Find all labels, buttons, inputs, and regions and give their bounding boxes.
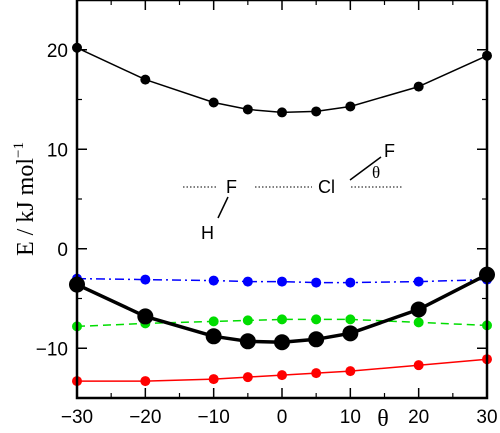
series-4-point [413,360,424,371]
series-0-point [242,104,253,115]
series-1-point [208,275,219,286]
series-2-point [413,317,424,328]
series-2-point [208,316,219,327]
series-layer [69,42,495,387]
x-tick-label: 10 [340,407,361,428]
x-tick-label: 0 [277,407,288,428]
clf-bond [349,156,382,181]
series-4-point [242,372,253,383]
series-3-point [308,331,325,348]
series-0-point [311,106,322,117]
series-2-point [345,314,356,325]
series-0-point [277,107,287,118]
x-tick-label: 30 [476,407,497,428]
series-2-point [311,314,322,325]
theta-angle-label: θ [372,163,380,182]
tick-layer: −30 −20 −10 0 10 20 30 20 10 0 −10 [36,0,498,428]
series-0-point [413,81,424,92]
series-3-point [274,334,290,351]
series-4-point [345,366,356,377]
series-1-point [140,274,151,285]
y-axis-title-exponent: −1 [11,142,27,158]
series-1-point [277,276,287,287]
series-4-point [277,370,287,381]
y-tick-label: 20 [47,41,68,62]
series-4-point [311,368,322,379]
series-4-point [208,374,219,385]
series-3-point [410,301,427,318]
series-2-point [242,315,253,326]
hydrogen-label: H [201,223,214,243]
series-3-point [342,325,359,342]
series-0-line [76,47,488,114]
y-axis-title-main: E / kJ mol [13,158,39,256]
series-0-point [345,101,356,112]
series-1-line [76,277,488,284]
fluorine-left-label: F [226,177,237,197]
y-tick-label: 0 [57,240,68,261]
y-tick-label: −10 [36,339,68,360]
x-tick-label: −20 [129,407,161,428]
x-tick-label: 20 [408,407,429,428]
x-tick-label: −30 [61,407,93,428]
series-4-point [140,376,151,387]
y-axis-title: E / kJ mol−1 [11,142,39,256]
hf-bond [217,196,229,219]
molecule-inset: F H Cl F θ [183,141,402,243]
series-1-point [413,276,424,287]
series-1-point [311,277,322,288]
series-3-point [137,308,154,325]
series-2-point [277,314,287,325]
series-1-point [242,276,253,287]
chlorine-label: Cl [318,177,335,197]
series-0-point [208,97,219,108]
x-tick-label: −10 [198,407,230,428]
series-1-point [345,277,356,288]
x-axis-title: θ [377,406,389,432]
fluorine-right-label: F [384,141,395,161]
series-3-point [239,333,256,350]
y-tick-label: 10 [47,140,68,161]
series-0-point [140,74,151,85]
series-3-point [205,328,222,345]
